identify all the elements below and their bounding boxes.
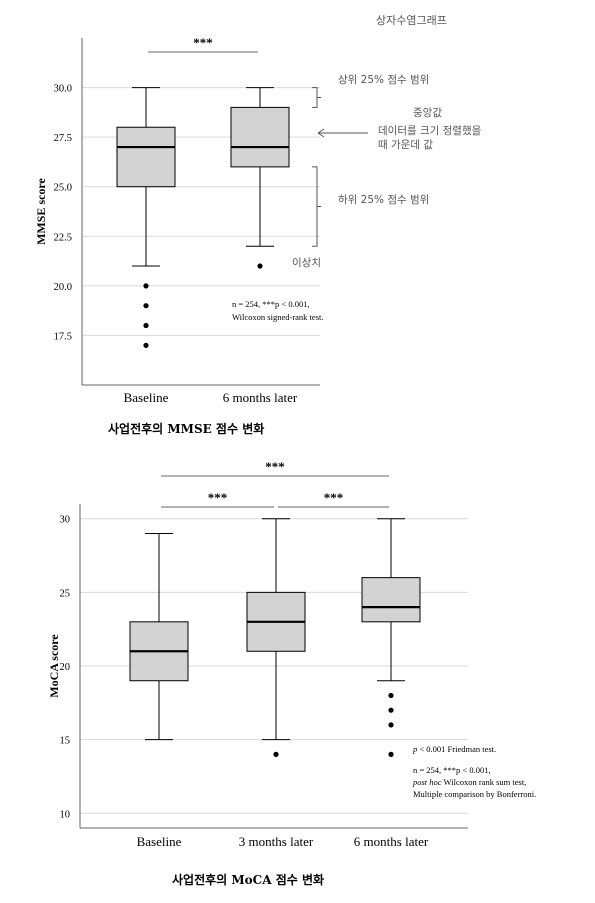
moca-outlier-point: [388, 722, 394, 728]
mmse-ytick-label: 30.0: [54, 84, 72, 95]
moca-box: [361, 577, 421, 623]
mmse-stat-note: Wilcoxon signed-rank test.: [232, 312, 323, 322]
moca-stat-note: n = 254, ***p < 0.001,: [413, 765, 491, 775]
moca-ytick-label: 25: [60, 588, 71, 599]
moca-x-tick-label: 6 months later: [354, 834, 429, 849]
mmse-outlier-point: [143, 303, 149, 309]
moca-ytick-label: 30: [60, 515, 71, 526]
mmse-outlier-point: [257, 263, 263, 269]
mmse-outlier-point: [143, 322, 149, 329]
mmse-significance-label: ***: [193, 35, 213, 50]
mmse-x-tick-label: Baseline: [124, 390, 169, 405]
mmse-box: [230, 106, 290, 168]
mmse-ytick-label: 17.5: [54, 331, 72, 342]
lower-range-note: 하위 25% 점수 범위: [338, 193, 429, 206]
mmse-ytick-label: 25.0: [54, 183, 72, 194]
mmse-y-axis-label: MMSE score: [34, 177, 48, 244]
moca-significance-label: ***: [265, 459, 285, 474]
mmse-header-note: 상자수염그래프: [376, 14, 447, 27]
mmse-outlier-point: [143, 342, 149, 348]
mmse-ytick-label: 27.5: [54, 133, 72, 144]
upper-range-note: 상위 25% 점수 범위: [338, 73, 429, 86]
mmse-stat-note: n = 254, ***p < 0.001,: [232, 299, 310, 309]
moca-outlier-point: [388, 707, 394, 713]
mmse-caption: 사업전후의 MMSE 점수 변화: [108, 421, 264, 436]
median-arrow-icon: [317, 128, 368, 138]
median-note-title: 중앙값: [413, 107, 442, 119]
mmse-ytick-label: 20.0: [54, 282, 72, 293]
moca-ytick-label: 20: [60, 662, 71, 673]
mmse-outlier-point: [143, 283, 149, 289]
moca-y-axis-label: MoCA score: [47, 634, 61, 698]
moca-significance-label: ***: [324, 490, 344, 505]
mmse-x-tick-label: 6 months later: [223, 390, 298, 405]
outlier-note: 이상치: [292, 257, 321, 269]
moca-x-tick-label: 3 months later: [239, 834, 314, 849]
moca-ytick-label: 15: [60, 736, 71, 747]
median-note-desc: 때 가운데 값: [378, 139, 433, 151]
mmse-ytick-label: 22.5: [54, 232, 72, 243]
upper-range-brace: [312, 87, 321, 108]
moca-ytick-label: 10: [60, 809, 71, 820]
moca-stat-note: p < 0.001 Friedman test.: [412, 744, 496, 754]
moca-caption: 사업전후의 MoCA 점수 변화: [172, 872, 324, 887]
moca-outlier-point: [388, 751, 394, 757]
moca-outlier-point: [273, 751, 279, 757]
moca-outlier-point: [388, 692, 394, 699]
mmse-box: [116, 126, 176, 188]
moca-x-tick-label: Baseline: [137, 834, 182, 849]
moca-stat-note: Multiple comparison by Bonferroni.: [413, 789, 536, 799]
median-note-desc: 데이터를 크기 정렬했을: [378, 124, 482, 137]
lower-range-brace: [312, 166, 321, 247]
moca-stat-note: post hoc Wilcoxon rank sum test,: [412, 777, 526, 787]
moca-significance-label: ***: [208, 490, 228, 505]
